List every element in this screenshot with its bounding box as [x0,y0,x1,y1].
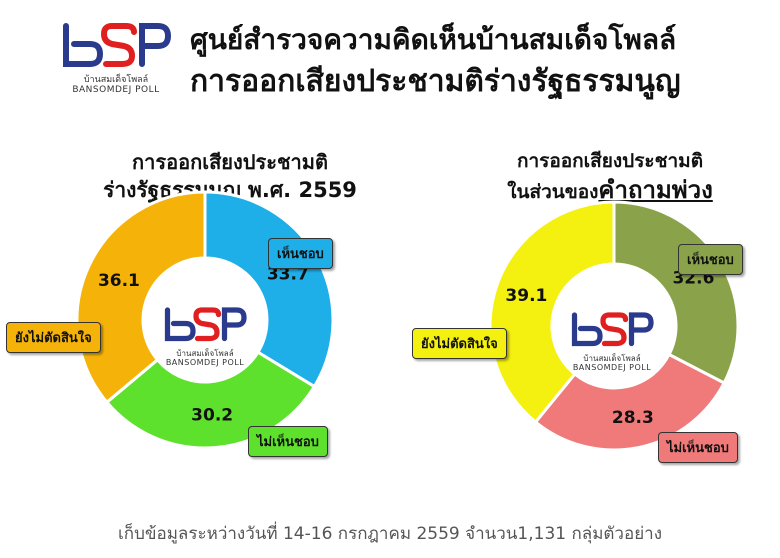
right-donut-hole [552,264,676,388]
bsp-logo-mark [63,23,172,67]
logo-subtitle-english: BANSOMDEJ POLL [72,85,160,95]
right-value-label-undecided: 39.1 [505,286,547,306]
right-legend-disapprove: ไม่เห็นชอบ [658,432,738,463]
bsp-logo-mark [164,307,247,342]
logo-subtitle-thai: บ้านสมเด็จโพลล์ [83,75,149,85]
left-legend-undecided: ยังไม่ตัดสินใจ [6,322,101,353]
logo-subtitle-english: BANSOMDEJ POLL [165,358,245,367]
left-value-label-approve: 33.7 [267,264,309,284]
right-value-label-disapprove: 28.3 [612,408,654,428]
left-legend-disapprove: ไม่เห็นชอบ [248,426,328,457]
logo-subtitle-thai: บ้านสมเด็จโพลล์ [176,349,234,358]
left-value-label-disapprove: 30.2 [191,406,233,426]
left-chart-title-line1: การออกเสียงประชามติ [132,150,328,174]
left-center-logo: บ้านสมเด็จโพลล์ BANSOMDEJ POLL [160,305,250,375]
page-title-line2: การออกเสียงประชามติร่างรัฐธรรมนูญ [190,64,681,99]
right-chart-title-line2: ในส่วนของคำถามพ่วง [460,170,760,209]
right-chart-title-prefix: ในส่วนของ [507,181,599,203]
bsp-logo-mark [571,312,654,347]
footer-note: เก็บข้อมูลระหว่างวันที่ 14-16 กรกฎาคม 25… [118,524,662,544]
left-legend-approve: เห็นชอบ [268,238,333,269]
logo-subtitle-english: BANSOMDEJ POLL [572,363,652,372]
page-title-line1: ศูนย์สำรวจความคิดเห็นบ้านสมเด็จโพลล์ [190,23,677,56]
right-chart-title-line1: การออกเสียงประชามติ [516,150,704,172]
left-value-label-undecided: 36.1 [98,271,140,291]
right-legend-approve: เห็นชอบ [678,244,743,275]
bansomdej-poll-logo: บ้านสมเด็จโพลล์ BANSOMDEJ POLL [56,20,176,100]
right-chart-title-emphasis: คำถามพ่วง [598,176,713,204]
right-center-logo: บ้านสมเด็จโพลล์ BANSOMDEJ POLL [567,310,657,380]
left-donut-hole [143,258,267,382]
right-legend-undecided: ยังไม่ตัดสินใจ [412,328,507,359]
logo-subtitle-thai: บ้านสมเด็จโพลล์ [583,354,641,363]
